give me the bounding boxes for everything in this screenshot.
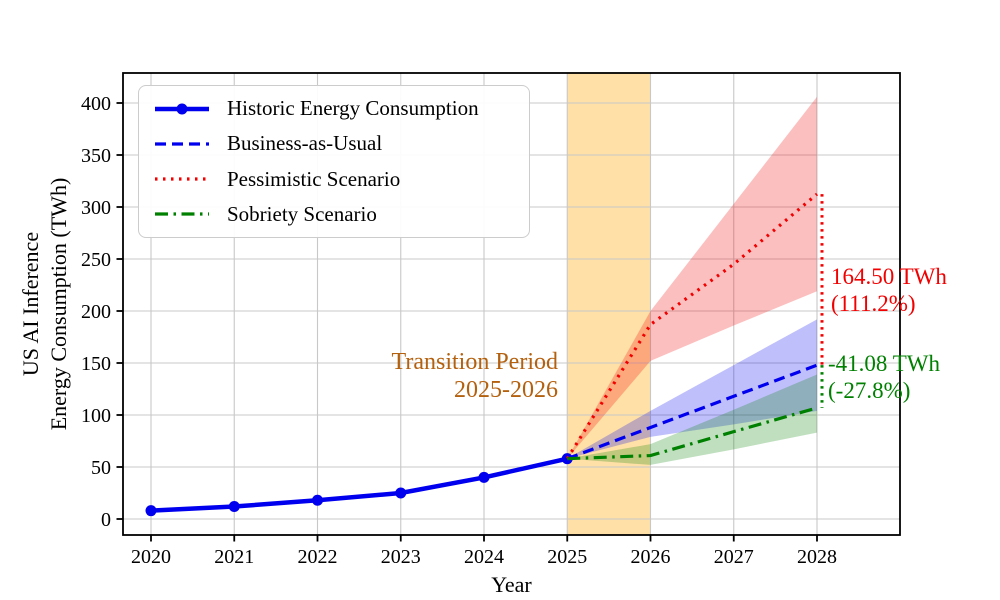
x-tick-label: 2021 (214, 546, 254, 568)
transition-span (567, 73, 651, 535)
legend-item-label: Pessimistic Scenario (227, 166, 401, 191)
series-line-solid (150, 456, 568, 513)
x-tick-label: 2027 (714, 546, 754, 568)
annotation-sobriety-delta: -41.08 TWh (-27.8%) (828, 350, 940, 404)
legend-sample-solid-line (155, 103, 209, 115)
data-point (228, 501, 240, 513)
legend-item: Business-as-Usual (153, 126, 515, 161)
data-point (478, 471, 490, 483)
data-point (395, 487, 407, 499)
legend-sample-dotted-line (155, 177, 209, 181)
annotation-pessimistic-delta-percent: (111.2%) (831, 291, 916, 316)
y-axis-label-line2: Energy Consumption (TWh) (46, 178, 71, 431)
y-tick-label: 0 (101, 509, 111, 531)
legend-item-label: Sobriety Scenario (227, 201, 377, 226)
legend-marker (176, 103, 188, 115)
legend-item-label: Historic Energy Consumption (227, 96, 479, 121)
y-tick-label: 250 (81, 249, 111, 271)
y-tick-label: 350 (81, 145, 111, 167)
legend-item-label: Business-as-Usual (227, 131, 383, 156)
x-tick-label: 2024 (464, 546, 504, 568)
y-tick-label: 150 (81, 353, 111, 375)
data-point (312, 494, 323, 506)
series-line-dashed (566, 363, 818, 461)
x-tick-label: 2020 (131, 546, 171, 568)
band-dashed (567, 319, 817, 459)
y-axis-label: US AI Inference Energy Consumption (TWh) (18, 178, 71, 431)
transition-period-label: Transition Period 2025-2026 (290, 348, 558, 404)
transition-period-label-line1: Transition Period (391, 349, 558, 375)
y-tick-label: 50 (91, 457, 111, 479)
transition-period-label-line2: 2025-2026 (454, 377, 558, 403)
annotation-sobriety-delta-percent: (-27.8%) (828, 378, 911, 403)
x-tick-label: 2022 (298, 546, 338, 568)
x-tick-label: 2026 (631, 546, 671, 568)
x-axis-label: Year (491, 572, 532, 597)
band-dashdot (567, 374, 817, 465)
legend-item: Pessimistic Scenario (153, 162, 515, 197)
x-tick-label: 2025 (547, 546, 587, 568)
x-tick-label: 2028 (797, 546, 837, 568)
legend-sample-dashed-line (155, 142, 209, 146)
legend-item: Historic Energy Consumption (153, 91, 515, 126)
series-line-dotted (565, 192, 819, 460)
annotation-pessimistic-delta-value: 164.50 TWh (831, 264, 947, 289)
legend-sample-dashdot-line (155, 212, 209, 216)
band-dotted (567, 96, 817, 459)
plot-border (122, 72, 901, 536)
y-axis-label-line1: US AI Inference (18, 232, 43, 376)
y-tick-label: 100 (81, 405, 111, 427)
data-point (145, 505, 157, 517)
legend: Historic Energy Consumption Business-as-U… (138, 85, 530, 238)
y-tick-label: 300 (81, 197, 111, 219)
legend-item: Sobriety Scenario (153, 197, 515, 232)
series-line-dashdot (567, 406, 818, 461)
annotation-pessimistic-delta: 164.50 TWh (111.2%) (831, 263, 947, 317)
y-tick-label: 400 (81, 93, 111, 115)
x-tick-label: 2023 (381, 546, 421, 568)
annotation-sobriety-delta-value: -41.08 TWh (828, 351, 941, 376)
y-tick-label: 200 (81, 301, 111, 323)
